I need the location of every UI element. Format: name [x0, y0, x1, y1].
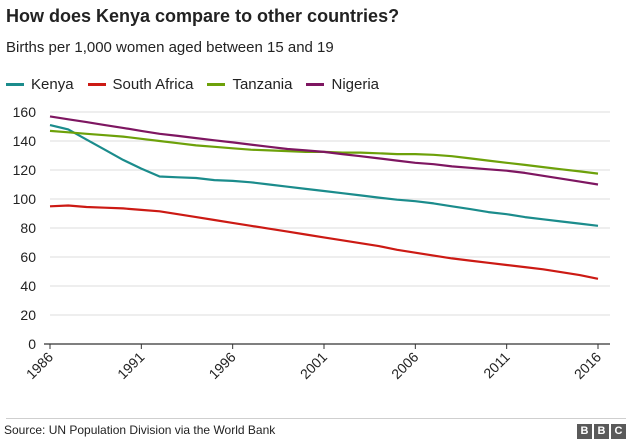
legend-item-tanzania: Tanzania: [207, 76, 292, 93]
logo-letter-block: B: [594, 424, 609, 439]
legend-label: Tanzania: [232, 76, 293, 93]
x-tick-label: 2016: [571, 349, 604, 382]
legend-label: Nigeria: [331, 76, 380, 93]
legend-label: South Africa: [112, 76, 194, 93]
x-tick-label: 1996: [205, 349, 238, 382]
legend-swatch: [306, 83, 325, 86]
logo-letter-block: C: [611, 424, 626, 439]
y-tick-label: 120: [13, 162, 37, 178]
y-tick-label: 20: [20, 307, 36, 323]
footer-divider: [6, 418, 626, 419]
chart-legend: Kenya South Africa Tanzania Nigeria: [6, 76, 393, 93]
y-tick-label: 140: [13, 133, 37, 149]
y-tick-label: 80: [20, 220, 36, 236]
x-tick-label: 1986: [23, 349, 56, 382]
y-tick-label: 0: [28, 336, 36, 352]
line-chart: 0 20 40 60 80 100 120 140 160 1986 1991 1996 2001 200…: [13, 104, 610, 382]
y-tick-label: 40: [20, 278, 36, 294]
x-tick-label: 2011: [480, 349, 513, 382]
y-tick-label: 160: [13, 104, 37, 120]
y-tick-label: 100: [13, 191, 37, 207]
legend-item-kenya: Kenya: [6, 76, 74, 93]
series-line-nigeria: [49, 115, 599, 186]
series-line-kenya: [49, 124, 599, 227]
logo-letter-block: B: [577, 424, 592, 439]
legend-item-nigeria: Nigeria: [306, 76, 379, 93]
legend-swatch: [207, 83, 226, 86]
legend-item-south-africa: South Africa: [87, 76, 194, 93]
x-tick-label: 2001: [297, 349, 330, 382]
legend-label: Kenya: [31, 76, 74, 93]
series-line-south-africa: [49, 204, 599, 280]
chart-title: How does Kenya compare to other countrie…: [6, 6, 400, 26]
source-note: Source: UN Population Division via the W…: [4, 423, 276, 437]
chart-subtitle: Births per 1,000 women aged between 15 a…: [6, 39, 334, 56]
x-tick-label: 1991: [114, 349, 147, 382]
legend-swatch: [87, 83, 106, 86]
x-tick-label: 2006: [388, 349, 421, 382]
legend-swatch: [6, 83, 24, 86]
y-tick-label: 60: [20, 249, 36, 265]
